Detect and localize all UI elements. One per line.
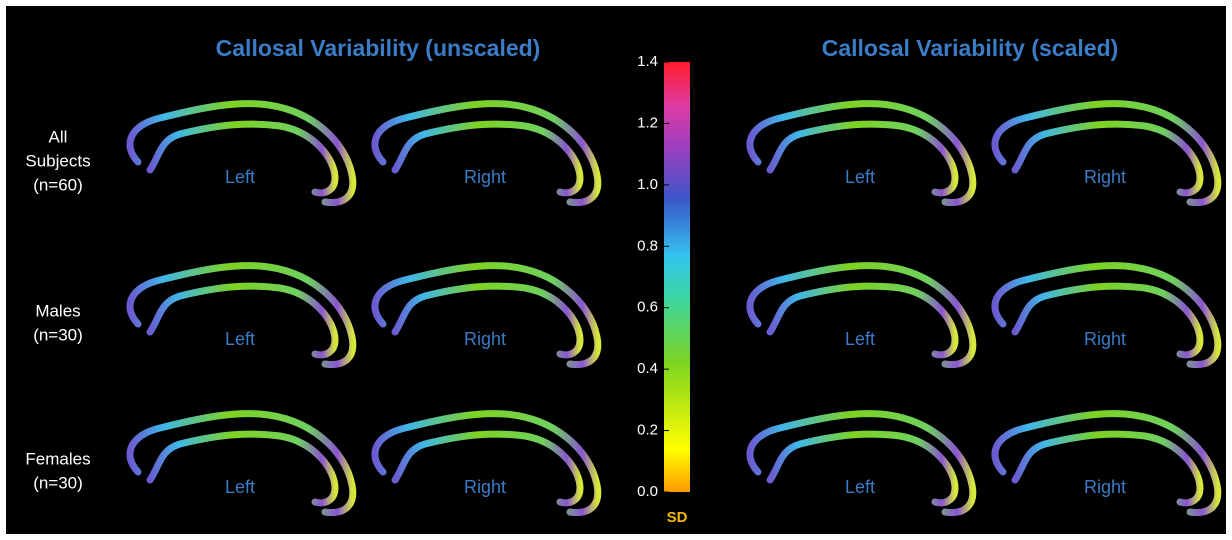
tick-label: 0.6 — [637, 299, 658, 316]
row-label: All — [49, 127, 68, 146]
panel-label: Left — [225, 167, 255, 187]
tick-label: 1.2 — [637, 114, 658, 131]
tick-label: 0.4 — [637, 360, 658, 377]
row-label: (n=30) — [33, 473, 83, 492]
panel-label: Left — [845, 477, 875, 497]
panel-label: Right — [1084, 477, 1126, 497]
panel-label: Right — [464, 477, 506, 497]
panel-label: Right — [1084, 167, 1126, 187]
tick-label: 1.4 — [637, 53, 658, 70]
panel-label: Left — [845, 167, 875, 187]
tick-label: 0.8 — [637, 237, 658, 254]
row-label: Subjects — [25, 151, 90, 170]
tick-label: 0.2 — [637, 422, 658, 439]
row-label: (n=60) — [33, 175, 83, 194]
tick-label: 0.0 — [637, 483, 658, 500]
row-label: Females — [25, 449, 90, 468]
figure: Callosal Variability (unscaled) Callosal… — [0, 0, 1232, 540]
title: Callosal Variability (unscaled) — [216, 35, 541, 61]
panel-label: Left — [225, 477, 255, 497]
panel-label: Left — [225, 329, 255, 349]
panel-label: Right — [1084, 329, 1126, 349]
title: Callosal Variability (scaled) — [822, 35, 1119, 61]
row-label: Males — [35, 301, 80, 320]
colorbar-label: SD — [667, 509, 688, 526]
row-label: (n=30) — [33, 325, 83, 344]
panel-label: Right — [464, 167, 506, 187]
panel-label: Right — [464, 329, 506, 349]
colorbar — [664, 62, 690, 492]
panel-label: Left — [845, 329, 875, 349]
tick-label: 1.0 — [637, 176, 658, 193]
